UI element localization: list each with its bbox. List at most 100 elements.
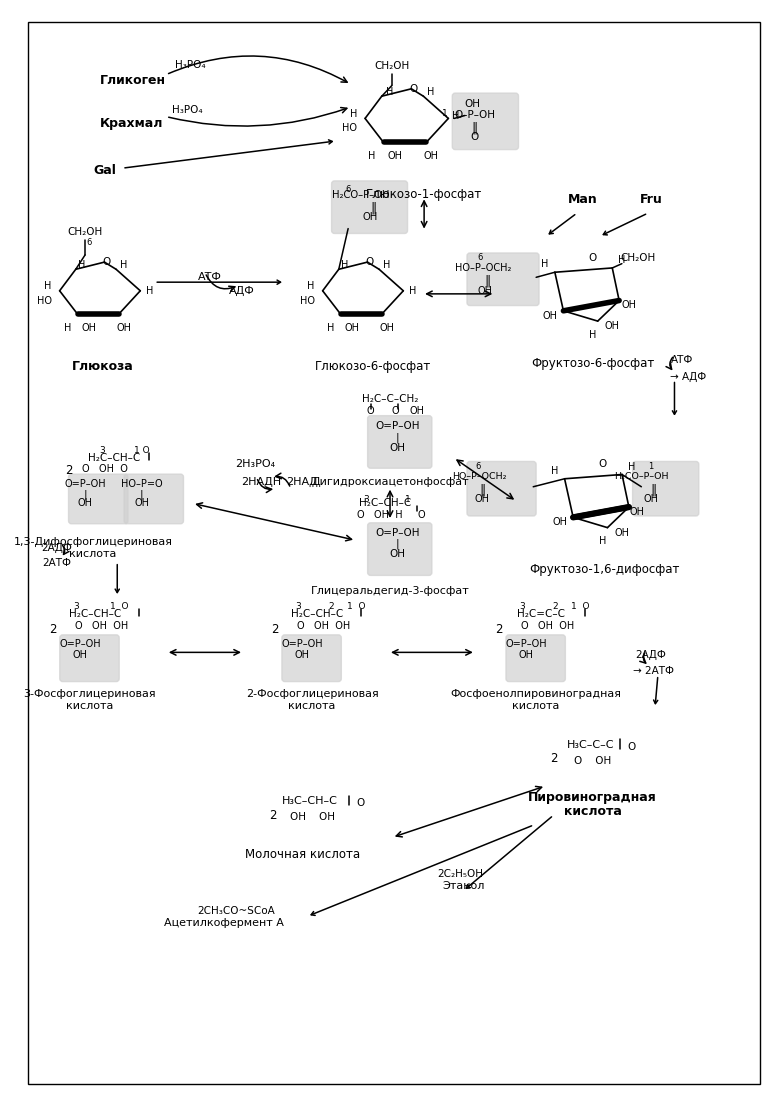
Text: O   OH  OH: O OH OH [521,622,574,632]
Text: OH: OH [81,323,97,333]
Text: OH: OH [73,650,88,660]
Text: 2: 2 [550,752,558,765]
Text: 3: 3 [74,602,79,612]
Text: O: O [471,132,478,142]
Text: H: H [45,281,51,291]
Text: 3: 3 [100,446,105,456]
Text: OH: OH [478,286,493,296]
Text: Фруктозо-1,6-дифосфат: Фруктозо-1,6-дифосфат [529,563,680,576]
Text: ‖: ‖ [472,122,478,135]
FancyBboxPatch shape [467,461,536,517]
Text: H₂C–C–CH₂: H₂C–C–CH₂ [362,394,419,404]
Text: Gal: Gal [93,164,116,177]
Text: Фруктозо-6-фосфат: Фруктозо-6-фосфат [531,356,654,369]
Text: O: O [588,253,597,263]
Text: 2: 2 [270,808,277,822]
Text: H₃PO₄: H₃PO₄ [175,60,206,70]
Text: H: H [628,461,635,471]
Text: Гликоген: Гликоген [100,74,166,87]
FancyBboxPatch shape [506,635,565,681]
FancyBboxPatch shape [332,181,408,233]
Text: → 2АТФ: → 2АТФ [633,666,674,676]
Text: АТФ: АТФ [198,272,222,282]
Text: OH: OH [621,301,637,311]
Text: H₂C–CH–C: H₂C–CH–C [359,499,412,509]
Text: 2: 2 [65,463,72,477]
Text: |: | [140,489,144,500]
Text: H: H [386,87,393,97]
Text: O=P–OH: O=P–OH [505,638,548,648]
Text: O=P–OH: O=P–OH [282,638,323,648]
Text: O: O [417,510,425,520]
Text: 2: 2 [495,624,503,636]
Text: 2: 2 [49,624,57,636]
Text: H₂CO–P–OH: H₂CO–P–OH [332,190,389,200]
Text: OH: OH [644,494,659,504]
Text: H₃C–CH–C: H₃C–CH–C [282,796,338,806]
Text: кислота: кислота [69,549,117,559]
Text: O: O [366,257,373,268]
Text: OH: OH [78,499,93,509]
Text: Дигидроксиацетонфосфат: Дигидроксиацетонфосфат [311,477,468,487]
Text: H: H [307,281,315,291]
Text: Глюкозо-1-фосфат: Глюкозо-1-фосфат [366,188,482,201]
Text: 1  O: 1 O [571,602,589,612]
Text: H: H [64,323,71,333]
Text: кислота: кислота [66,701,114,711]
Text: |: | [396,432,399,444]
Text: HO–P–OCH₂: HO–P–OCH₂ [452,471,507,480]
Text: OH    OH: OH OH [290,812,335,822]
Text: |: | [396,539,399,550]
Text: O=P–OH: O=P–OH [65,479,106,489]
Text: H₂CO–P–OH: H₂CO–P–OH [614,471,669,480]
Text: OH: OH [519,650,534,660]
Text: ‖: ‖ [650,483,656,497]
Text: |: | [83,489,87,500]
Text: OH: OH [345,323,359,333]
Text: H: H [409,285,417,295]
Text: H: H [618,255,626,265]
Text: Молочная кислота: Молочная кислота [245,847,360,860]
Text: HO: HO [37,295,51,305]
Text: 2CH₃CO~SCoA: 2CH₃CO~SCoA [197,906,275,916]
Text: H₃PO₄: H₃PO₄ [172,105,203,115]
Text: Этанол: Этанол [442,881,485,891]
Text: H: H [541,260,549,270]
Text: H: H [78,260,85,270]
Text: HO–P=O: HO–P=O [121,479,162,489]
Text: 2АДФ: 2АДФ [41,543,72,553]
Text: 6: 6 [346,185,351,195]
Text: OH: OH [116,323,131,333]
Text: 3-Фосфоглицериновая: 3-Фосфоглицериновая [24,689,156,699]
Text: OH: OH [474,494,489,504]
Text: OH: OH [605,321,620,331]
Text: Ацетилкофермент А: Ацетилкофермент А [164,918,284,928]
Text: 1,3-Дифосфоглицериновая: 1,3-Дифосфоглицериновая [13,538,172,547]
Text: O   OH  O: O OH O [81,465,127,474]
Text: 1  O: 1 O [110,602,128,612]
Text: 6: 6 [86,238,91,247]
Text: 3: 3 [296,602,301,612]
Text: O–P–OH: O–P–OH [454,111,495,121]
FancyBboxPatch shape [368,416,432,468]
Text: H: H [428,87,435,97]
Text: OH: OH [423,152,439,161]
Text: H: H [589,330,597,340]
Text: O: O [409,84,418,94]
Text: H: H [383,260,391,270]
Text: O: O [627,742,636,752]
Text: H: H [327,323,335,333]
Text: Крахмал: Крахмал [100,117,163,129]
Text: H₃C–C–C: H₃C–C–C [567,740,614,750]
Text: OH: OH [614,528,630,538]
Text: Глюкоза: Глюкоза [71,361,134,374]
FancyBboxPatch shape [452,93,518,149]
Text: 2: 2 [553,602,558,612]
Text: H: H [341,260,349,270]
Text: 6: 6 [477,253,482,262]
FancyBboxPatch shape [467,253,539,305]
Text: O   OH  OH: O OH OH [75,622,128,632]
Text: кислота: кислота [289,701,336,711]
Text: H₂C=C–C: H₂C=C–C [517,609,565,619]
Text: OH: OH [390,442,406,452]
